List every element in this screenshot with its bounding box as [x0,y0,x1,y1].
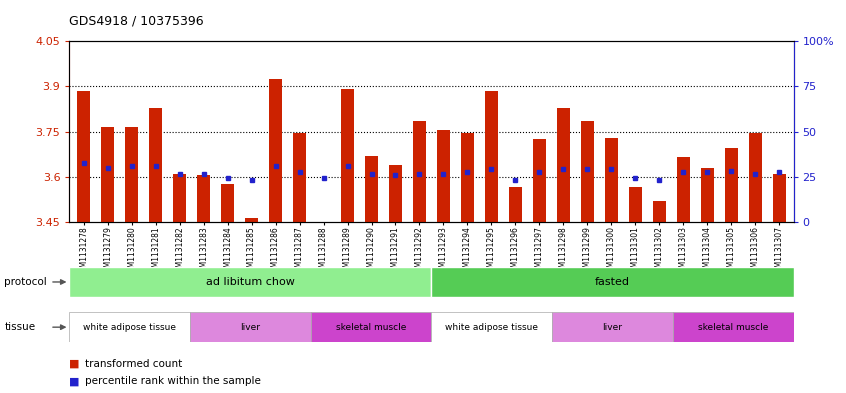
Bar [772,174,786,222]
Bar [77,91,91,222]
Text: fasted: fasted [595,277,630,287]
Bar [125,127,138,222]
Bar [310,312,431,342]
Bar [652,201,666,222]
Text: GDS4918 / 10375396: GDS4918 / 10375396 [69,15,204,28]
Bar [673,312,794,342]
Bar [245,218,258,222]
Bar [102,127,114,222]
Bar [365,156,378,222]
Text: protocol: protocol [4,277,47,287]
Text: white adipose tissue: white adipose tissue [445,323,538,332]
Bar [69,267,431,297]
Bar [533,139,546,222]
Text: liver: liver [240,323,261,332]
Bar [221,184,234,222]
Bar [173,174,186,222]
Bar [413,121,426,222]
Bar [749,133,761,222]
Bar [431,267,794,297]
Bar [461,133,474,222]
Text: tissue: tissue [4,322,36,332]
Bar [725,148,738,222]
Bar [389,165,402,222]
Text: skeletal muscle: skeletal muscle [336,323,406,332]
Bar [437,130,450,222]
Bar [149,108,162,222]
Bar [431,312,552,342]
Text: liver: liver [602,323,623,332]
Bar [293,133,306,222]
Bar [580,121,594,222]
Bar [605,138,618,222]
Bar [700,168,714,222]
Bar [190,312,310,342]
Text: white adipose tissue: white adipose tissue [83,323,176,332]
Bar [508,187,522,222]
Bar [552,312,673,342]
Bar [485,91,498,222]
Bar [197,175,211,222]
Bar [677,157,689,222]
Text: transformed count: transformed count [85,358,182,369]
Text: ■: ■ [69,358,84,369]
Text: ■: ■ [69,376,84,386]
Bar [69,312,190,342]
Text: ad libitum chow: ad libitum chow [206,277,295,287]
Bar [341,90,354,222]
Text: skeletal muscle: skeletal muscle [698,323,768,332]
Bar [629,187,642,222]
Bar [317,222,330,224]
Text: percentile rank within the sample: percentile rank within the sample [85,376,261,386]
Bar [557,108,570,222]
Bar [269,79,283,222]
